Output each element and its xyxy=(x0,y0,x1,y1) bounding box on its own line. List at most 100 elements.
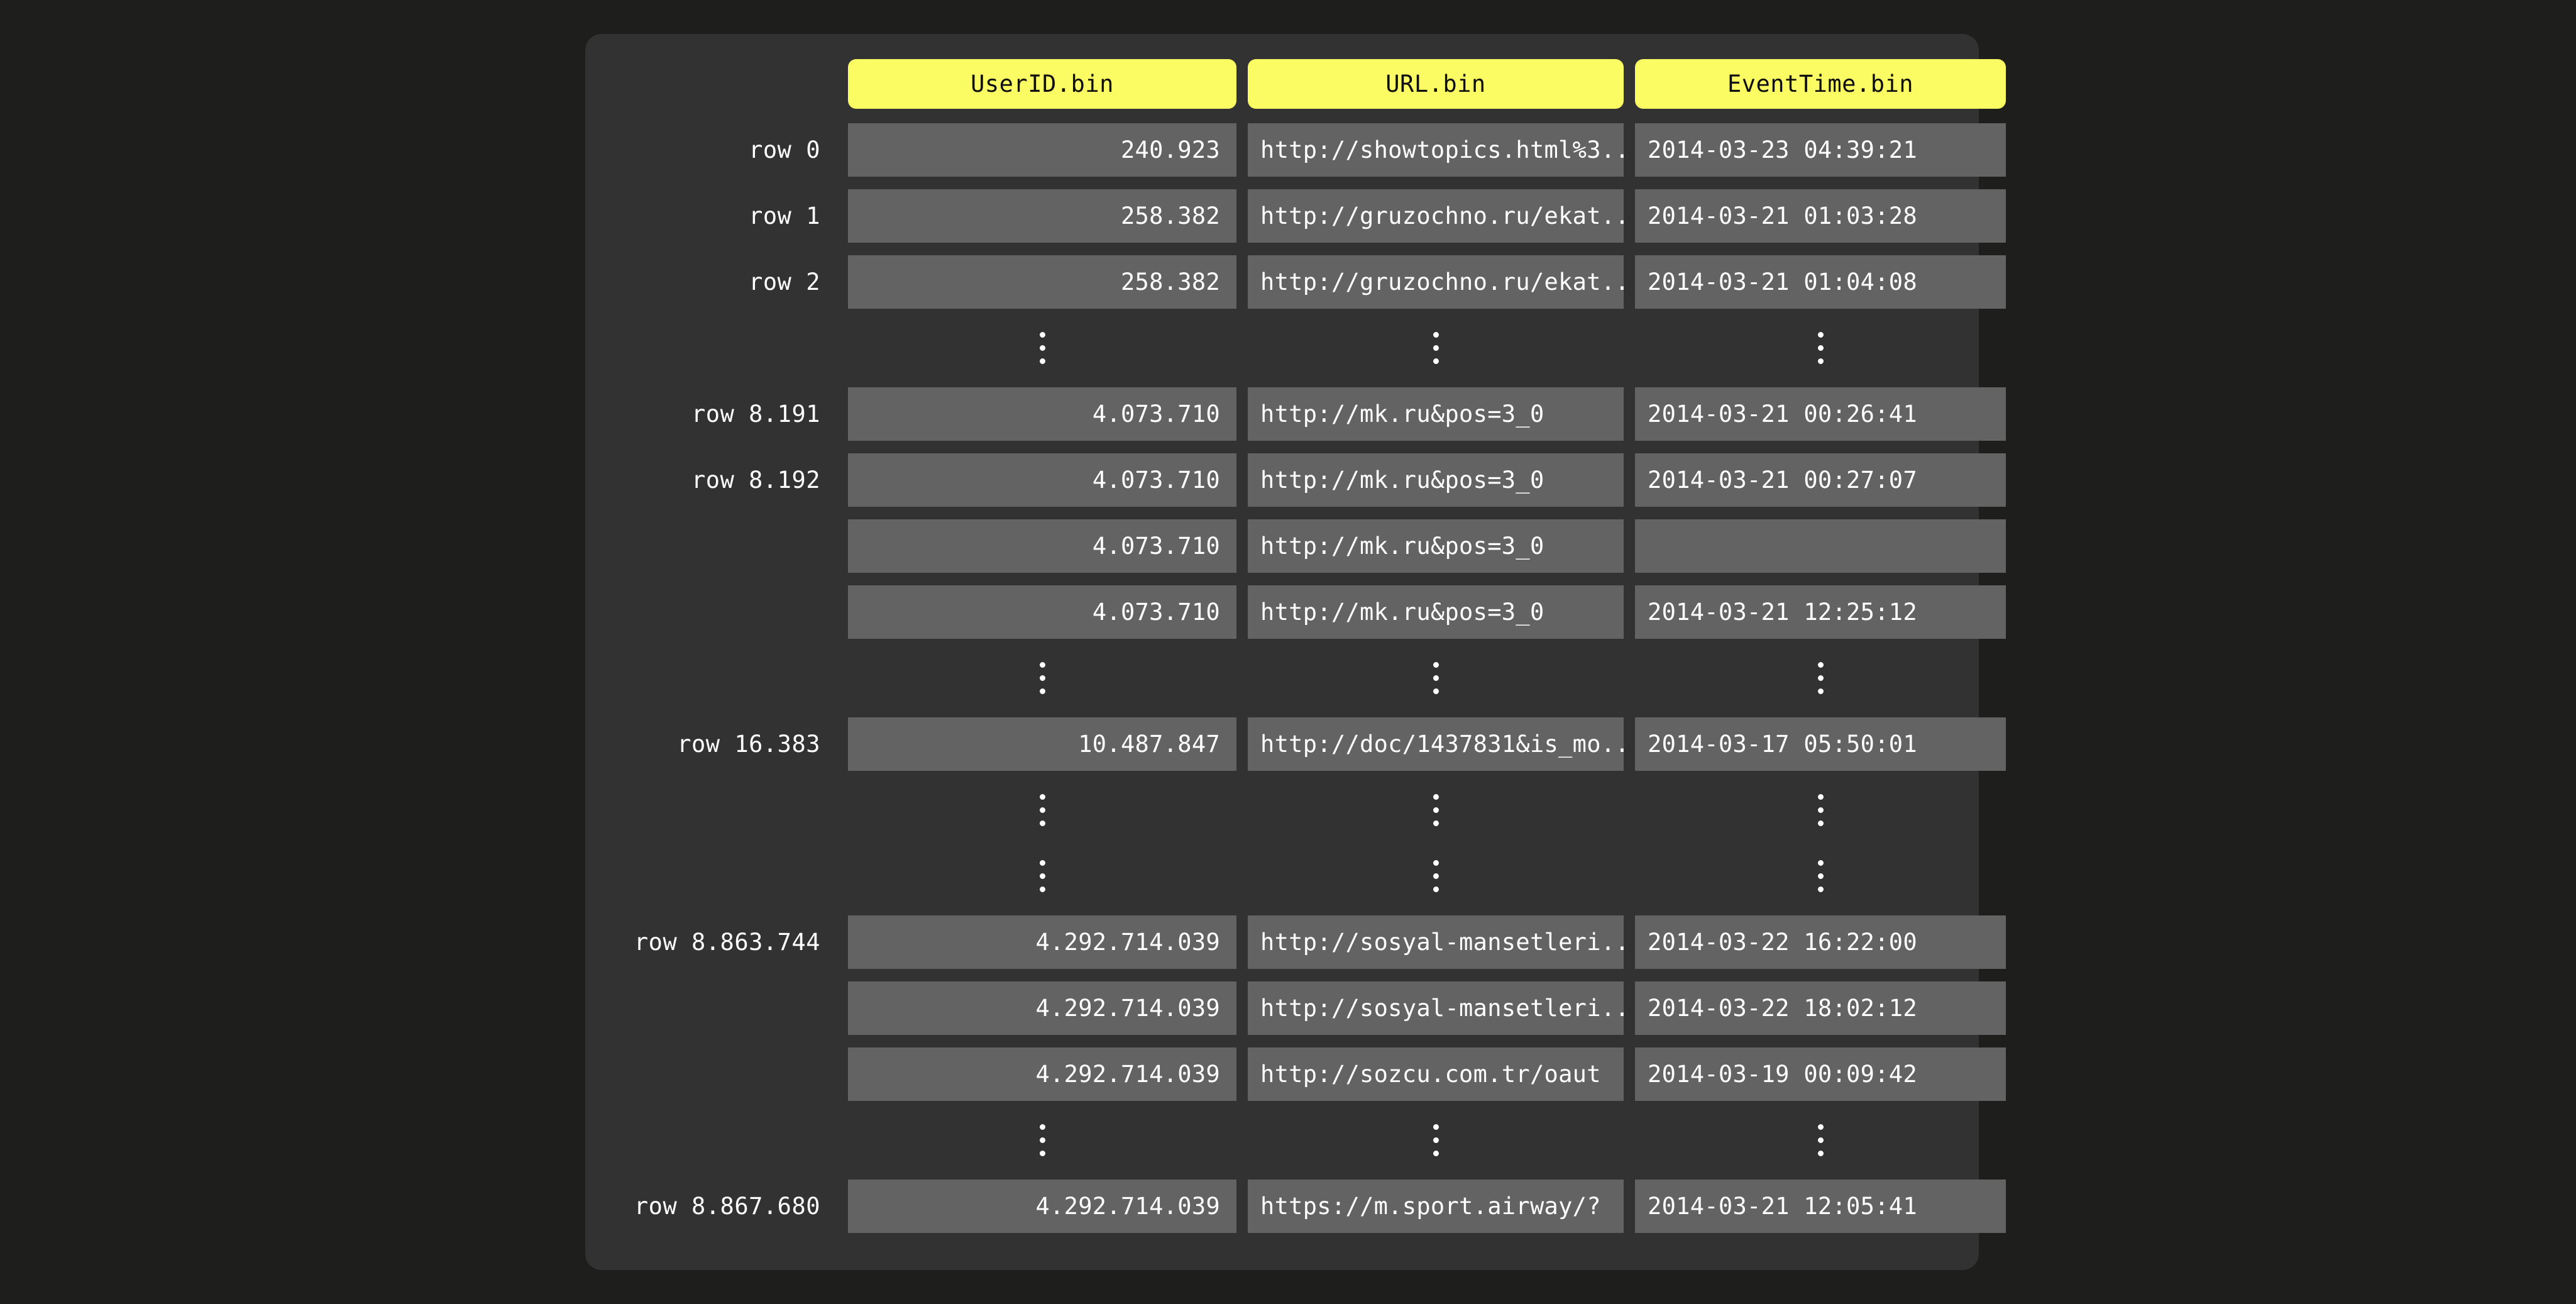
ellipsis-icon xyxy=(1635,315,2006,381)
table-cell-eventtime[interactable]: 2014-03-21 00:26:41 xyxy=(1635,387,2006,441)
table-cell-userid[interactable]: 240.923 xyxy=(848,123,1236,177)
table-cell-userid[interactable]: 258.382 xyxy=(848,255,1236,309)
column-gap xyxy=(837,843,848,909)
row-label: row 2 xyxy=(749,268,820,296)
table-cell-url[interactable]: http://mk.ru&pos=3_0 xyxy=(1248,585,1624,639)
column-gap xyxy=(1236,51,1248,117)
row-label-header-spacer xyxy=(585,51,837,117)
table-cell-userid[interactable]: 4.292.714.039 xyxy=(848,1180,1236,1233)
table-cell-eventtime[interactable]: 2014-03-23 04:39:21 xyxy=(1635,123,2006,177)
table-cell-eventtime[interactable]: 2014-03-21 01:03:28 xyxy=(1635,189,2006,243)
data-table-grid: UserID.bin URL.bin EventTime.bin row 0 240.9… xyxy=(585,34,2006,1270)
column-header-url[interactable]: URL.bin xyxy=(1248,59,1624,109)
column-gap xyxy=(1624,315,1635,381)
table-cell-userid[interactable]: 4.292.714.039 xyxy=(848,1047,1236,1101)
column-gap xyxy=(837,1107,848,1173)
column-gap xyxy=(1236,909,1248,975)
table-cell-userid[interactable]: 4.073.710 xyxy=(848,387,1236,441)
row-label: row 16.383 xyxy=(677,731,820,758)
row-label-empty xyxy=(585,843,837,909)
column-gap xyxy=(1624,645,1635,711)
ellipsis-icon xyxy=(1248,843,1624,909)
row-label: row 8.863.744 xyxy=(634,929,820,956)
table-cell-url[interactable]: http://gruzochno.ru/ekat... xyxy=(1248,255,1624,309)
column-gap xyxy=(1624,777,1635,843)
table-cell-userid[interactable]: 4.292.714.039 xyxy=(848,981,1236,1035)
row-label: row 8.867.680 xyxy=(634,1193,820,1220)
column-gap xyxy=(1236,645,1248,711)
table-cell-url[interactable]: http://doc/1437831&is_mo... xyxy=(1248,717,1624,771)
column-gap xyxy=(837,183,848,249)
row-label xyxy=(585,579,837,645)
column-gap xyxy=(1624,249,1635,315)
table-cell-eventtime[interactable]: 2014-03-21 01:04:08 xyxy=(1635,255,2006,309)
column-gap xyxy=(1236,513,1248,579)
ellipsis-icon xyxy=(848,843,1236,909)
table-cell-url[interactable]: http://sosyal-mansetleri... xyxy=(1248,915,1624,969)
column-gap xyxy=(1624,711,1635,777)
column-gap xyxy=(1236,249,1248,315)
table-cell-userid[interactable]: 4.292.714.039 xyxy=(848,915,1236,969)
table-cell-url[interactable]: http://sozcu.com.tr/oaut xyxy=(1248,1047,1624,1101)
row-label-empty xyxy=(585,777,837,843)
column-gap xyxy=(1236,843,1248,909)
table-cell-eventtime[interactable]: 2014-03-22 16:22:00 xyxy=(1635,915,2006,969)
table-cell-eventtime[interactable]: 2014-03-22 18:02:12 xyxy=(1635,981,2006,1035)
column-gap xyxy=(1624,1173,1635,1239)
column-gap xyxy=(1236,1173,1248,1239)
column-gap xyxy=(1236,1041,1248,1107)
ellipsis-icon xyxy=(1248,1107,1624,1173)
column-gap xyxy=(1624,1041,1635,1107)
row-label xyxy=(585,975,837,1041)
column-gap xyxy=(837,513,848,579)
column-gap xyxy=(837,117,848,183)
table-cell-userid[interactable]: 4.073.710 xyxy=(848,453,1236,507)
table-cell-userid[interactable]: 10.487.847 xyxy=(848,717,1236,771)
table-cell-url[interactable]: http://mk.ru&pos=3_0 xyxy=(1248,387,1624,441)
column-gap xyxy=(1236,1107,1248,1173)
table-cell-eventtime[interactable]: 2014-03-21 00:27:07 xyxy=(1635,453,2006,507)
column-gap xyxy=(1624,183,1635,249)
ellipsis-icon xyxy=(848,315,1236,381)
column-gap xyxy=(1624,843,1635,909)
column-header-userid[interactable]: UserID.bin xyxy=(848,59,1236,109)
column-gap xyxy=(1236,447,1248,513)
column-gap xyxy=(1624,975,1635,1041)
table-cell-eventtime[interactable] xyxy=(1635,519,2006,573)
column-gap xyxy=(1236,315,1248,381)
table-cell-url[interactable]: http://gruzochno.ru/ekat... xyxy=(1248,189,1624,243)
row-label: row 8.192 xyxy=(691,467,820,494)
table-cell-eventtime[interactable]: 2014-03-21 12:05:41 xyxy=(1635,1180,2006,1233)
column-gap xyxy=(837,1041,848,1107)
table-cell-eventtime[interactable]: 2014-03-19 00:09:42 xyxy=(1635,1047,2006,1101)
table-cell-userid[interactable]: 258.382 xyxy=(848,189,1236,243)
table-cell-url[interactable]: http://sosyal-mansetleri... xyxy=(1248,981,1624,1035)
row-label-empty xyxy=(585,1107,837,1173)
column-gap xyxy=(1236,183,1248,249)
table-cell-eventtime[interactable]: 2014-03-17 05:50:01 xyxy=(1635,717,2006,771)
table-cell-url[interactable]: http://mk.ru&pos=3_0 xyxy=(1248,519,1624,573)
column-gap xyxy=(1624,117,1635,183)
ellipsis-icon xyxy=(848,777,1236,843)
column-gap xyxy=(837,975,848,1041)
column-gap xyxy=(1236,381,1248,447)
column-gap xyxy=(1236,975,1248,1041)
column-gap xyxy=(1236,117,1248,183)
column-gap xyxy=(837,381,848,447)
table-cell-userid[interactable]: 4.073.710 xyxy=(848,519,1236,573)
table-cell-url[interactable]: http://showtopics.html%3... xyxy=(1248,123,1624,177)
column-gap xyxy=(837,1173,848,1239)
column-gap xyxy=(1236,579,1248,645)
ellipsis-icon xyxy=(1635,777,2006,843)
column-gap xyxy=(1624,909,1635,975)
table-cell-url[interactable]: https://m.sport.airway/? xyxy=(1248,1180,1624,1233)
table-cell-eventtime[interactable]: 2014-03-21 12:25:12 xyxy=(1635,585,2006,639)
table-cell-url[interactable]: http://mk.ru&pos=3_0 xyxy=(1248,453,1624,507)
column-header-eventtime[interactable]: EventTime.bin xyxy=(1635,59,2006,109)
row-label: row 8.191 xyxy=(691,401,820,428)
column-gap xyxy=(1236,711,1248,777)
column-gap xyxy=(1624,51,1635,117)
table-cell-userid[interactable]: 4.073.710 xyxy=(848,585,1236,639)
column-gap xyxy=(1236,777,1248,843)
